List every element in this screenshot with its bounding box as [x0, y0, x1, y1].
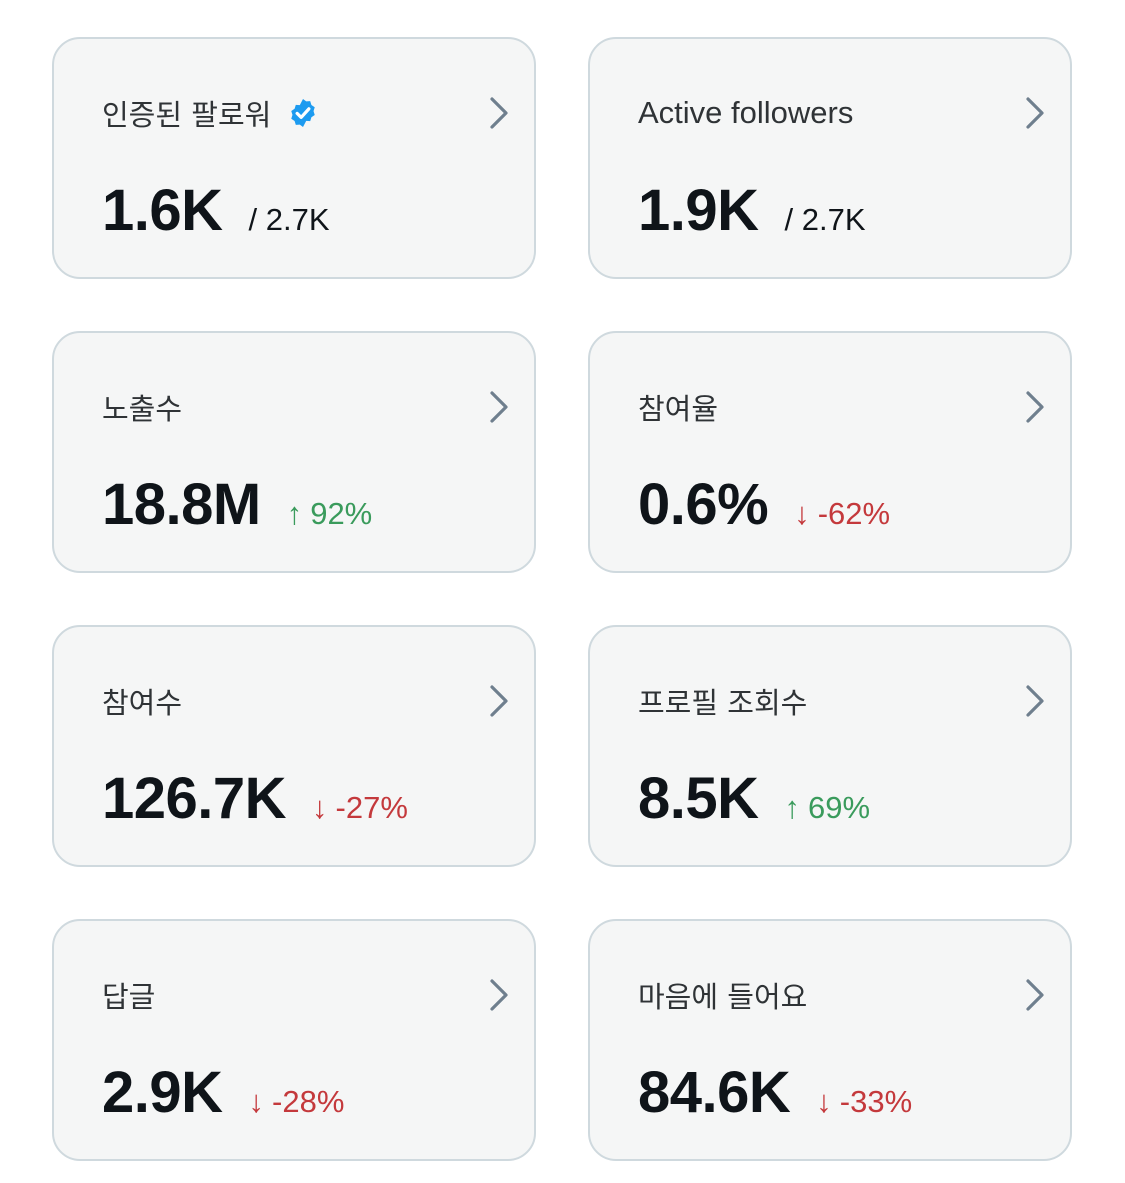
value-row: 1.6K / 2.7K	[102, 177, 330, 243]
arrow-up-icon: ↑	[784, 790, 801, 825]
value-row: 126.7K ↓ -27%	[102, 765, 408, 831]
verified-followers-card[interactable]: 인증된 팔로워 1.6K / 2.7K	[52, 37, 536, 279]
value-row: 8.5K ↑ 69%	[638, 765, 870, 831]
metric-total: / 2.7K	[784, 202, 866, 237]
card-title: 참여율	[638, 392, 719, 426]
change-indicator: ↓ -33%	[816, 1084, 912, 1120]
chevron-right-icon	[1022, 683, 1048, 719]
chevron-right-icon	[486, 683, 512, 719]
profile-visits-card[interactable]: 프로필 조회수 8.5K ↑ 69%	[588, 625, 1072, 867]
card-title: 노출수	[102, 392, 183, 426]
value-row: 2.9K ↓ -28%	[102, 1059, 344, 1125]
change-percent: 92%	[310, 496, 373, 531]
metric-value: 18.8M	[102, 472, 261, 537]
metric-value: 0.6%	[638, 472, 769, 537]
card-title: 프로필 조회수	[638, 686, 808, 720]
change-percent: -27%	[335, 790, 408, 825]
change-indicator: ↑ 69%	[785, 790, 871, 826]
chevron-right-icon	[486, 95, 512, 131]
card-title-row: Active followers	[638, 91, 853, 135]
card-title-row: 답글	[102, 973, 155, 1017]
engagements-card[interactable]: 참여수 126.7K ↓ -27%	[52, 625, 536, 867]
value-row: 84.6K ↓ -33%	[638, 1059, 912, 1125]
card-title: 답글	[102, 980, 156, 1014]
engagement-rate-card[interactable]: 참여율 0.6% ↓ -62%	[588, 331, 1072, 573]
card-title-row: 참여율	[638, 385, 718, 429]
change-percent: -33%	[839, 1084, 913, 1119]
change-percent: 69%	[808, 790, 871, 825]
chevron-right-icon	[486, 389, 512, 425]
chevron-right-icon	[486, 977, 512, 1013]
card-title-row: 인증된 팔로워	[102, 91, 319, 135]
arrow-down-icon: ↓	[248, 1084, 265, 1119]
metric-value: 1.6K	[102, 178, 223, 243]
metric-value: 2.9K	[102, 1060, 223, 1125]
arrow-up-icon: ↑	[286, 496, 303, 531]
card-title: 참여수	[102, 686, 183, 720]
arrow-down-icon: ↓	[312, 790, 328, 825]
change-indicator: ↓ -27%	[312, 790, 408, 826]
card-title: 마음에 들어요	[638, 980, 808, 1014]
verified-badge-icon	[287, 97, 319, 129]
change-percent: -28%	[272, 1084, 345, 1119]
card-title-row: 마음에 들어요	[638, 973, 807, 1017]
arrow-down-icon: ↓	[794, 496, 810, 531]
replies-card[interactable]: 답글 2.9K ↓ -28%	[52, 919, 536, 1161]
card-title-row: 노출수	[102, 385, 182, 429]
likes-card[interactable]: 마음에 들어요 84.6K ↓ -33%	[588, 919, 1072, 1161]
change-percent: -62%	[817, 496, 891, 531]
change-indicator: ↓ -28%	[249, 1084, 345, 1120]
card-title: 인증된 팔로워	[102, 98, 272, 132]
impressions-card[interactable]: 노출수 18.8M ↑ 92%	[52, 331, 536, 573]
active-followers-card[interactable]: Active followers 1.9K / 2.7K	[588, 37, 1072, 279]
metric-total: / 2.7K	[248, 202, 330, 237]
value-row: 1.9K / 2.7K	[638, 177, 866, 243]
metric-value: 8.5K	[638, 766, 759, 831]
card-title-row: 프로필 조회수	[638, 679, 807, 723]
metric-value: 126.7K	[102, 766, 287, 831]
value-row: 18.8M ↑ 92%	[102, 471, 372, 537]
value-row: 0.6% ↓ -62%	[638, 471, 890, 537]
chevron-right-icon	[1022, 95, 1048, 131]
metric-value: 1.9K	[638, 178, 759, 243]
change-indicator: ↓ -62%	[794, 496, 890, 532]
arrow-down-icon: ↓	[816, 1084, 832, 1119]
metric-value: 84.6K	[638, 1060, 791, 1125]
chevron-right-icon	[1022, 977, 1048, 1013]
card-title: Active followers	[638, 95, 854, 130]
change-indicator: ↑ 92%	[287, 496, 373, 532]
chevron-right-icon	[1022, 389, 1048, 425]
card-title-row: 참여수	[102, 679, 182, 723]
